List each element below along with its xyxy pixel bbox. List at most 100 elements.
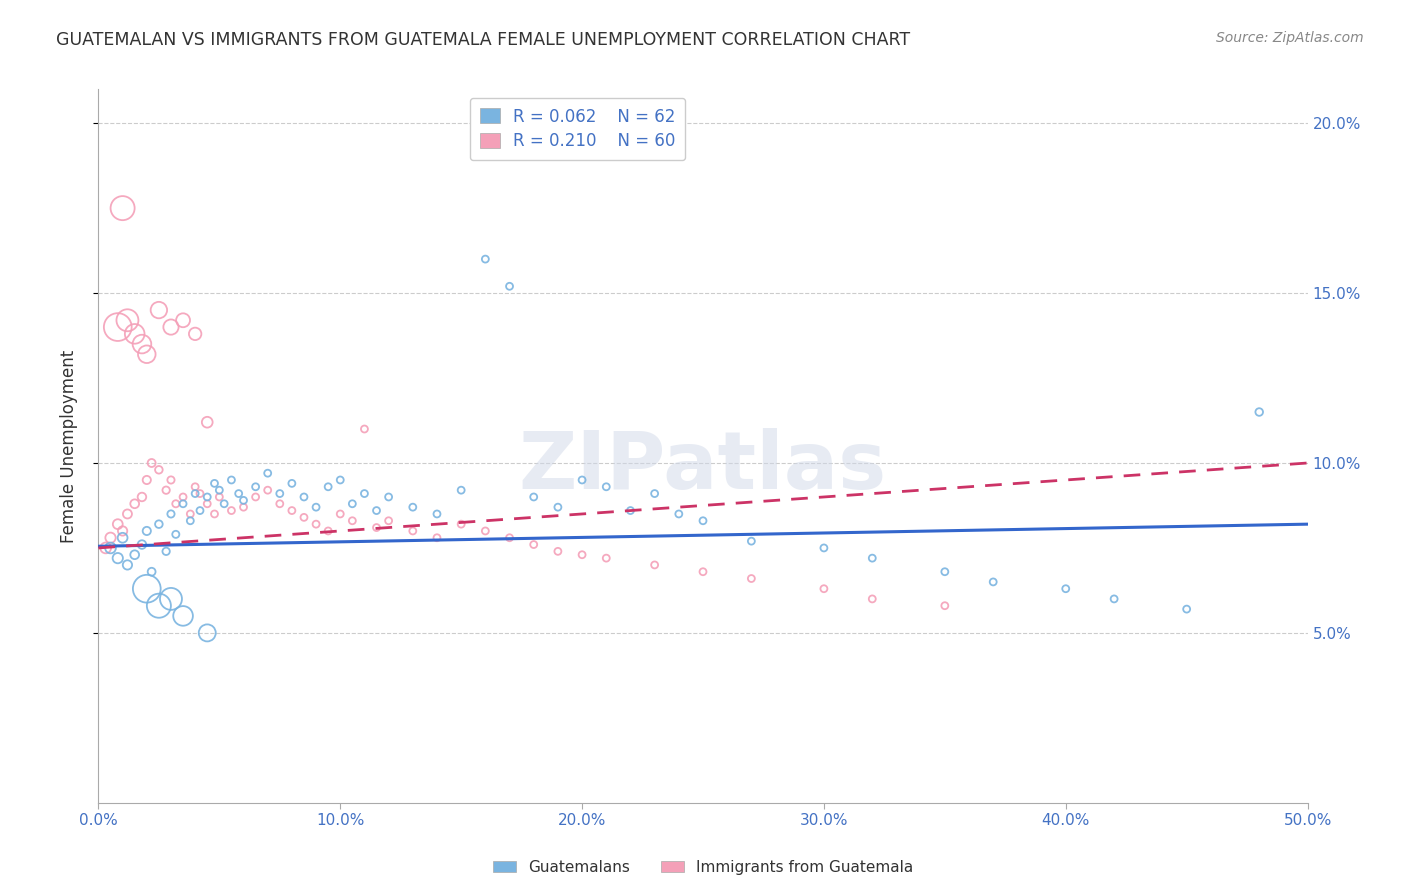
Point: [342, 497, 364, 511]
Point: [245, 490, 267, 504]
Legend: Guatemalans, Immigrants from Guatemala: Guatemalans, Immigrants from Guatemala: [486, 854, 920, 880]
Y-axis label: Female Unemployment: Female Unemployment: [59, 350, 77, 542]
Point: [117, 558, 139, 572]
Point: [195, 490, 218, 504]
Point: [100, 531, 122, 545]
Point: [619, 503, 641, 517]
Point: [172, 497, 194, 511]
Point: [595, 551, 617, 566]
Point: [316, 480, 339, 494]
Point: [644, 558, 666, 572]
Point: [111, 524, 134, 538]
Point: [934, 565, 956, 579]
Point: [131, 537, 153, 551]
Point: [305, 500, 328, 515]
Point: [204, 507, 226, 521]
Point: [221, 503, 243, 517]
Point: [860, 591, 883, 606]
Point: [148, 517, 170, 532]
Point: [208, 483, 231, 498]
Point: [184, 326, 207, 341]
Point: [256, 483, 278, 498]
Point: [571, 473, 593, 487]
Point: [124, 326, 146, 341]
Point: [245, 480, 267, 494]
Point: [474, 252, 496, 266]
Point: [644, 486, 666, 500]
Point: [292, 490, 315, 504]
Point: [353, 422, 375, 436]
Point: [148, 599, 170, 613]
Point: [195, 415, 218, 429]
Point: [124, 548, 146, 562]
Point: [1175, 602, 1198, 616]
Point: [329, 473, 352, 487]
Point: [148, 303, 170, 318]
Point: [131, 337, 153, 351]
Point: [269, 497, 291, 511]
Point: [228, 486, 250, 500]
Point: [141, 456, 163, 470]
Point: [160, 507, 183, 521]
Point: [740, 534, 762, 549]
Point: [426, 507, 449, 521]
Point: [165, 497, 187, 511]
Point: [232, 500, 254, 515]
Point: [155, 483, 177, 498]
Point: [668, 507, 690, 521]
Point: [148, 463, 170, 477]
Point: [184, 486, 207, 500]
Point: [1102, 591, 1125, 606]
Point: [316, 524, 339, 538]
Point: [342, 514, 364, 528]
Point: [160, 320, 183, 334]
Point: [100, 541, 122, 555]
Point: [165, 527, 187, 541]
Point: [1249, 405, 1271, 419]
Point: [111, 531, 134, 545]
Point: [305, 517, 328, 532]
Point: [740, 572, 762, 586]
Point: [172, 608, 194, 623]
Point: [155, 544, 177, 558]
Point: [107, 551, 129, 566]
Point: [212, 497, 235, 511]
Text: ZIPatlas: ZIPatlas: [519, 428, 887, 507]
Text: GUATEMALAN VS IMMIGRANTS FROM GUATEMALA FEMALE UNEMPLOYMENT CORRELATION CHART: GUATEMALAN VS IMMIGRANTS FROM GUATEMALA …: [56, 31, 910, 49]
Point: [450, 483, 472, 498]
Point: [195, 626, 218, 640]
Point: [160, 591, 183, 606]
Point: [94, 541, 117, 555]
Point: [141, 565, 163, 579]
Point: [547, 500, 569, 515]
Point: [860, 551, 883, 566]
Point: [208, 490, 231, 504]
Point: [692, 514, 714, 528]
Point: [179, 514, 201, 528]
Point: [269, 486, 291, 500]
Point: [124, 497, 146, 511]
Point: [281, 476, 304, 491]
Point: [498, 531, 520, 545]
Point: [813, 582, 835, 596]
Point: [204, 476, 226, 491]
Point: [474, 524, 496, 538]
Point: [402, 524, 425, 538]
Point: [160, 473, 183, 487]
Text: Source: ZipAtlas.com: Source: ZipAtlas.com: [1216, 31, 1364, 45]
Point: [366, 503, 388, 517]
Point: [366, 520, 388, 534]
Point: [292, 510, 315, 524]
Point: [256, 466, 278, 480]
Point: [117, 313, 139, 327]
Point: [402, 500, 425, 515]
Point: [934, 599, 956, 613]
Point: [813, 541, 835, 555]
Point: [426, 531, 449, 545]
Point: [184, 480, 207, 494]
Point: [117, 507, 139, 521]
Point: [981, 574, 1004, 589]
Point: [523, 490, 546, 504]
Point: [172, 313, 194, 327]
Point: [450, 517, 472, 532]
